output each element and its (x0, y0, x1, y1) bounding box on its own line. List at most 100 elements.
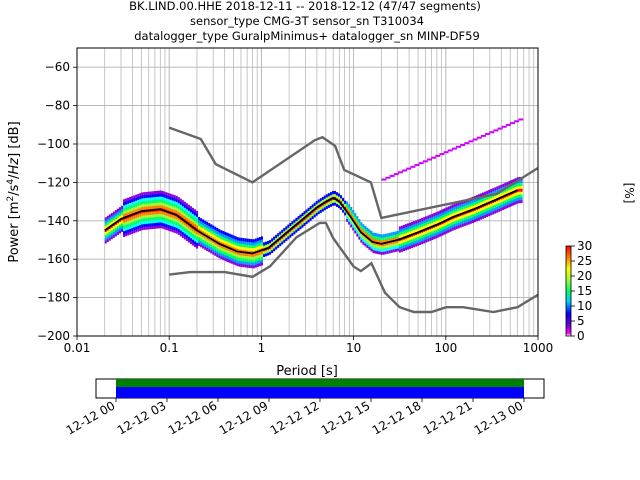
heatmap-cell (232, 241, 235, 245)
heatmap-cell (127, 197, 130, 201)
heatmap-cell (388, 235, 391, 239)
heatmap-cell (139, 216, 142, 220)
heatmap-cell (486, 196, 489, 200)
heatmap-cell (313, 214, 316, 218)
heatmap-cell (457, 225, 460, 229)
heatmap-cell (427, 235, 430, 239)
heatmap-cell (323, 207, 326, 211)
heatmap-cell (242, 246, 245, 250)
heatmap-cell (167, 207, 170, 211)
heatmap-cell (181, 200, 184, 204)
heatmap-cell (392, 231, 395, 236)
heatmap-cell (358, 219, 361, 223)
heatmap-cell (350, 212, 353, 216)
y-tick-label: −140 (37, 214, 70, 228)
x-tick-label: 100 (434, 341, 457, 355)
heatmap-cell (494, 190, 497, 194)
coverage-tick-label: 12-13 00 (472, 398, 526, 437)
heatmap-cell (338, 204, 341, 209)
heatmap-cell (143, 203, 146, 207)
heatmap-cell (425, 219, 428, 223)
heatmap-cell (252, 239, 255, 243)
heatmap-cell (216, 239, 219, 243)
heatmap-cell (108, 220, 111, 224)
heatmap-cell (439, 216, 442, 220)
heatmap-cell (388, 232, 391, 237)
heatmap-cell (236, 254, 239, 258)
heatmap-cell (496, 195, 499, 199)
heatmap-cell (273, 239, 276, 243)
heatmap-cell (427, 232, 430, 236)
heatmap-cell (157, 213, 160, 217)
heatmap-cell (157, 190, 160, 194)
heatmap-cell (413, 235, 416, 239)
heatmap-cell (228, 253, 231, 257)
heatmap-cell (214, 235, 217, 239)
heatmap-cell (175, 216, 178, 220)
heatmap-cell (179, 230, 182, 234)
heatmap-cell (254, 247, 257, 251)
heatmap-cell (131, 230, 134, 234)
heatmap-cell (394, 240, 397, 244)
heatmap-cell (439, 227, 442, 231)
heatmap-cell (161, 211, 164, 215)
heatmap-cell (402, 242, 405, 246)
heatmap-cell (484, 208, 487, 213)
heatmap-cell (165, 192, 168, 196)
heatmap-cell (325, 205, 328, 209)
heatmap-cell (173, 206, 176, 210)
heatmap-cell (415, 234, 418, 238)
heatmap-cell (404, 232, 407, 236)
heatmap-cell (169, 205, 172, 209)
heatmap-cell (179, 198, 182, 202)
heatmap-cell (185, 217, 188, 221)
heatmap-cell (344, 212, 347, 216)
heatmap-cell (183, 216, 186, 220)
heatmap-cell (202, 233, 205, 238)
heatmap-cell (196, 236, 199, 240)
heatmap-cell (108, 217, 111, 221)
heatmap-cell (208, 248, 211, 253)
heatmap-cell (384, 239, 387, 243)
heatmap-cell (187, 210, 190, 214)
heatmap-cell (114, 218, 117, 222)
heatmap-cell (437, 228, 440, 232)
heatmap-cell (151, 205, 154, 209)
heatmap-cell (204, 232, 207, 236)
heatmap-cell (181, 228, 184, 233)
heatmap-cell (508, 195, 511, 199)
heatmap-cell (151, 202, 154, 207)
heatmap-cell (139, 224, 142, 229)
mean-line (104, 189, 518, 255)
heatmap-cell (506, 181, 509, 186)
heatmap-cell (374, 244, 377, 248)
heatmap-cell (490, 203, 493, 207)
heatmap-cell (163, 223, 166, 227)
heatmap-cell (196, 210, 199, 215)
heatmap-cell (453, 209, 456, 213)
heatmap-cell (406, 231, 410, 236)
heatmap-cell (350, 218, 353, 222)
heatmap-cell (459, 201, 462, 205)
heatmap-cell (191, 227, 195, 232)
heatmap-cell (396, 248, 399, 252)
heatmap-cell (200, 226, 203, 231)
heatmap-cell (137, 202, 140, 206)
heatmap-cell (492, 196, 495, 201)
heatmap-cell (139, 196, 142, 200)
heatmap-cell (419, 238, 422, 243)
heatmap-cell (404, 244, 407, 248)
heatmap-cell (398, 226, 401, 230)
heatmap-cell (380, 240, 383, 244)
heatmap-cell (390, 243, 393, 248)
heatmap-cell (392, 237, 395, 241)
heatmap-cell (275, 243, 278, 247)
heatmap-cell (467, 206, 470, 211)
heatmap-cell (496, 200, 499, 205)
heatmap-cell (480, 210, 483, 214)
heatmap-cell (417, 228, 420, 232)
heatmap-cell (206, 247, 209, 251)
heatmap-cell (417, 219, 420, 223)
heatmap-cell (421, 238, 424, 242)
heatmap-cell (457, 219, 460, 223)
